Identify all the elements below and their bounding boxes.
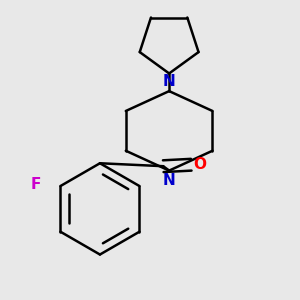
Text: F: F bbox=[30, 177, 40, 192]
Text: N: N bbox=[163, 172, 175, 188]
Text: O: O bbox=[194, 157, 207, 172]
Text: N: N bbox=[163, 74, 175, 89]
